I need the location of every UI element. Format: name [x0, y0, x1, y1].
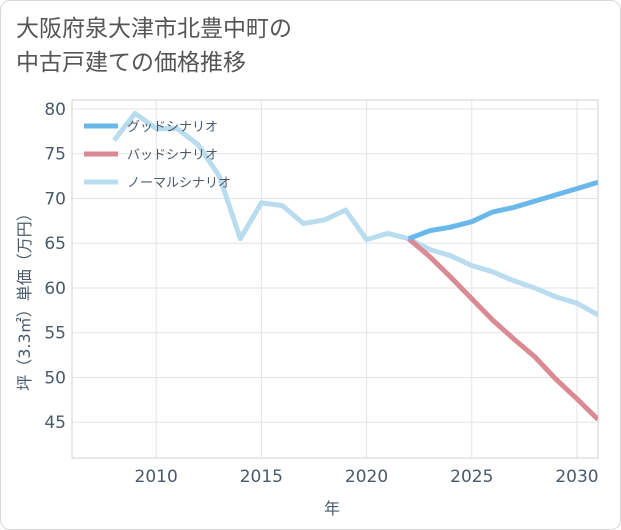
- y-tick-label: 60: [44, 279, 66, 299]
- legend-label-2: ノーマルシナリオ: [127, 176, 231, 191]
- y-axis-title: 坪（3.3㎡）単価（万円）: [15, 205, 34, 390]
- plot-border: [71, 99, 599, 459]
- x-axis-title: 年: [324, 499, 340, 518]
- y-tick-label: 65: [44, 234, 66, 254]
- series-lines: [112, 110, 598, 422]
- x-tick-label: 2025: [450, 467, 493, 487]
- y-tick-label: 45: [44, 413, 66, 433]
- y-tick-label: 55: [44, 324, 66, 344]
- series-line-2: [112, 110, 598, 317]
- chart-title: 大阪府泉大津市北豊中町の 中古戸建ての価格推移: [16, 16, 292, 76]
- y-tick-label: 50: [44, 368, 66, 388]
- x-tick-label: 2015: [240, 467, 283, 487]
- legend-label-1: バッドシナリオ: [127, 148, 218, 163]
- series-line-1: [406, 236, 598, 422]
- y-tick-label: 70: [44, 189, 66, 209]
- x-tick-label: 2020: [345, 467, 388, 487]
- y-tick-label: 80: [44, 100, 66, 120]
- x-tick-label: 2030: [555, 467, 598, 487]
- series-line-0: [407, 179, 598, 242]
- legend-label-0: グッドシナリオ: [127, 120, 218, 135]
- x-tick-label: 2010: [135, 467, 178, 487]
- axes: 45 50 55 60 65 70 75 80 2010 2015 2020 2025 2030: [44, 100, 598, 487]
- y-tick-label: 75: [44, 145, 66, 165]
